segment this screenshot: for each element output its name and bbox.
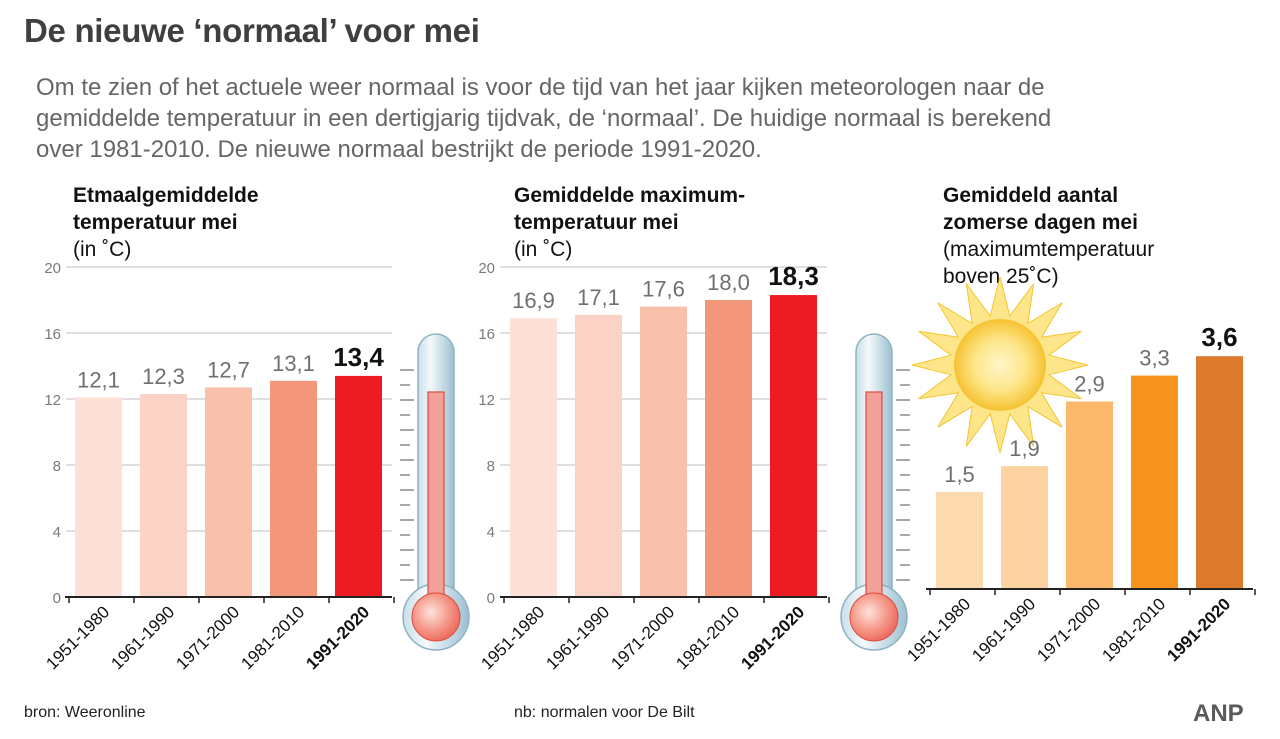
- bar: [510, 318, 557, 597]
- x-tick-label: 1991-2020: [737, 602, 808, 673]
- y-tick-label: 16: [478, 326, 495, 343]
- data-label: 18,3: [768, 261, 819, 291]
- y-tick-label: 0: [487, 590, 495, 607]
- x-tick-label: 1981-2010: [672, 602, 743, 673]
- data-label: 13,1: [272, 351, 315, 376]
- data-label: 18,0: [707, 270, 750, 295]
- data-label: 16,9: [512, 288, 555, 313]
- source-note: bron: Weeronline: [24, 704, 146, 721]
- data-label: 1,9: [1009, 436, 1040, 461]
- y-tick-label: 20: [478, 260, 495, 277]
- data-label: 3,6: [1201, 322, 1237, 352]
- x-tick-label: 1971-2000: [607, 602, 678, 673]
- x-tick-label: 1951-1980: [477, 602, 548, 673]
- y-tick-label: 8: [53, 458, 61, 475]
- bar: [705, 300, 752, 597]
- data-label: 3,3: [1139, 346, 1170, 371]
- chart-title-unit: (in ˚C): [73, 238, 132, 261]
- y-tick-label: 12: [44, 392, 61, 409]
- chart-title-main: Gemiddeld aantal zomerse dagen mei: [943, 184, 1138, 234]
- x-tick-label: 1961-1990: [968, 594, 1039, 665]
- chart-title-main: Etmaalgemiddelde temperatuur mei: [73, 184, 259, 234]
- bar: [270, 380, 317, 597]
- x-tick-label: 1961-1990: [107, 602, 178, 673]
- data-label: 13,4: [333, 342, 384, 372]
- bar: [640, 306, 687, 597]
- chart-title-daily-mean: Etmaalgemiddelde temperatuur mei (in ˚C): [73, 182, 259, 263]
- data-label: 17,6: [642, 277, 685, 302]
- sun-icon: [911, 276, 1089, 454]
- y-tick-label: 0: [53, 590, 61, 607]
- x-tick-label: 1961-1990: [542, 602, 613, 673]
- bar: [205, 387, 252, 597]
- x-tick-label: 1981-2010: [237, 602, 308, 673]
- y-tick-label: 12: [478, 392, 495, 409]
- x-tick-label: 1991-2020: [1163, 594, 1234, 665]
- thermometer-icon: [400, 333, 470, 651]
- data-label: 12,7: [207, 357, 250, 382]
- chart-title-main: Gemiddelde maximum- temperatuur mei: [514, 184, 746, 234]
- y-tick-label: 4: [487, 524, 495, 541]
- bar: [1196, 356, 1243, 589]
- y-tick-label: 16: [44, 326, 61, 343]
- x-tick-label: 1971-2000: [1033, 594, 1104, 665]
- bar: [936, 492, 983, 589]
- bar: [1001, 466, 1048, 589]
- chart-title-max-temp: Gemiddelde maximum- temperatuur mei (in …: [514, 182, 745, 263]
- bar: [1131, 375, 1178, 589]
- thermometer-icon: [840, 333, 910, 651]
- y-tick-label: 4: [53, 524, 61, 541]
- data-label: 12,1: [77, 367, 120, 392]
- chart-title-unit: (maximumtemperatuur boven 25˚C): [943, 238, 1155, 288]
- bar: [75, 397, 122, 597]
- x-tick-label: 1971-2000: [172, 602, 243, 673]
- chart-title-summer-days: Gemiddeld aantal zomerse dagen mei (maxi…: [943, 182, 1154, 290]
- intro-text: Om te zien of het actuele weer normaal i…: [36, 74, 1052, 163]
- bar: [1066, 401, 1113, 589]
- page-title: De nieuwe ‘normaal’ voor mei: [24, 12, 480, 49]
- data-label: 1,5: [944, 462, 975, 487]
- data-label: 2,9: [1074, 371, 1105, 396]
- bar: [140, 394, 187, 597]
- baseline-note: nb: normalen voor De Bilt: [514, 704, 695, 721]
- bar: [770, 295, 817, 597]
- data-label: 12,3: [142, 364, 185, 389]
- chart-title-unit: (in ˚C): [514, 238, 573, 261]
- x-tick-label: 1981-2010: [1098, 594, 1169, 665]
- x-tick-label: 1951-1980: [42, 602, 113, 673]
- bar: [335, 375, 382, 597]
- x-tick-label: 1951-1980: [903, 594, 974, 665]
- y-tick-label: 8: [487, 458, 495, 475]
- anp-logo: ANP: [1193, 700, 1244, 727]
- y-tick-label: 20: [44, 260, 61, 277]
- x-tick-label: 1991-2020: [302, 602, 373, 673]
- data-label: 17,1: [577, 285, 620, 310]
- bar: [575, 314, 622, 597]
